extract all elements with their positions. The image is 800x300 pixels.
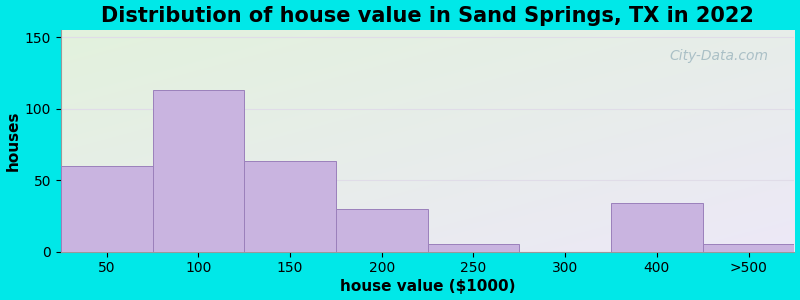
Bar [153, 90, 244, 252]
X-axis label: house value ($1000): house value ($1000) [340, 279, 515, 294]
Bar [611, 203, 702, 252]
Text: City-Data.com: City-Data.com [670, 50, 769, 64]
Bar [244, 161, 336, 252]
Bar [61, 166, 153, 252]
Bar [702, 244, 794, 252]
Bar [336, 209, 428, 252]
Bar [428, 244, 519, 252]
Y-axis label: houses: houses [6, 110, 21, 171]
Title: Distribution of house value in Sand Springs, TX in 2022: Distribution of house value in Sand Spri… [101, 6, 754, 26]
